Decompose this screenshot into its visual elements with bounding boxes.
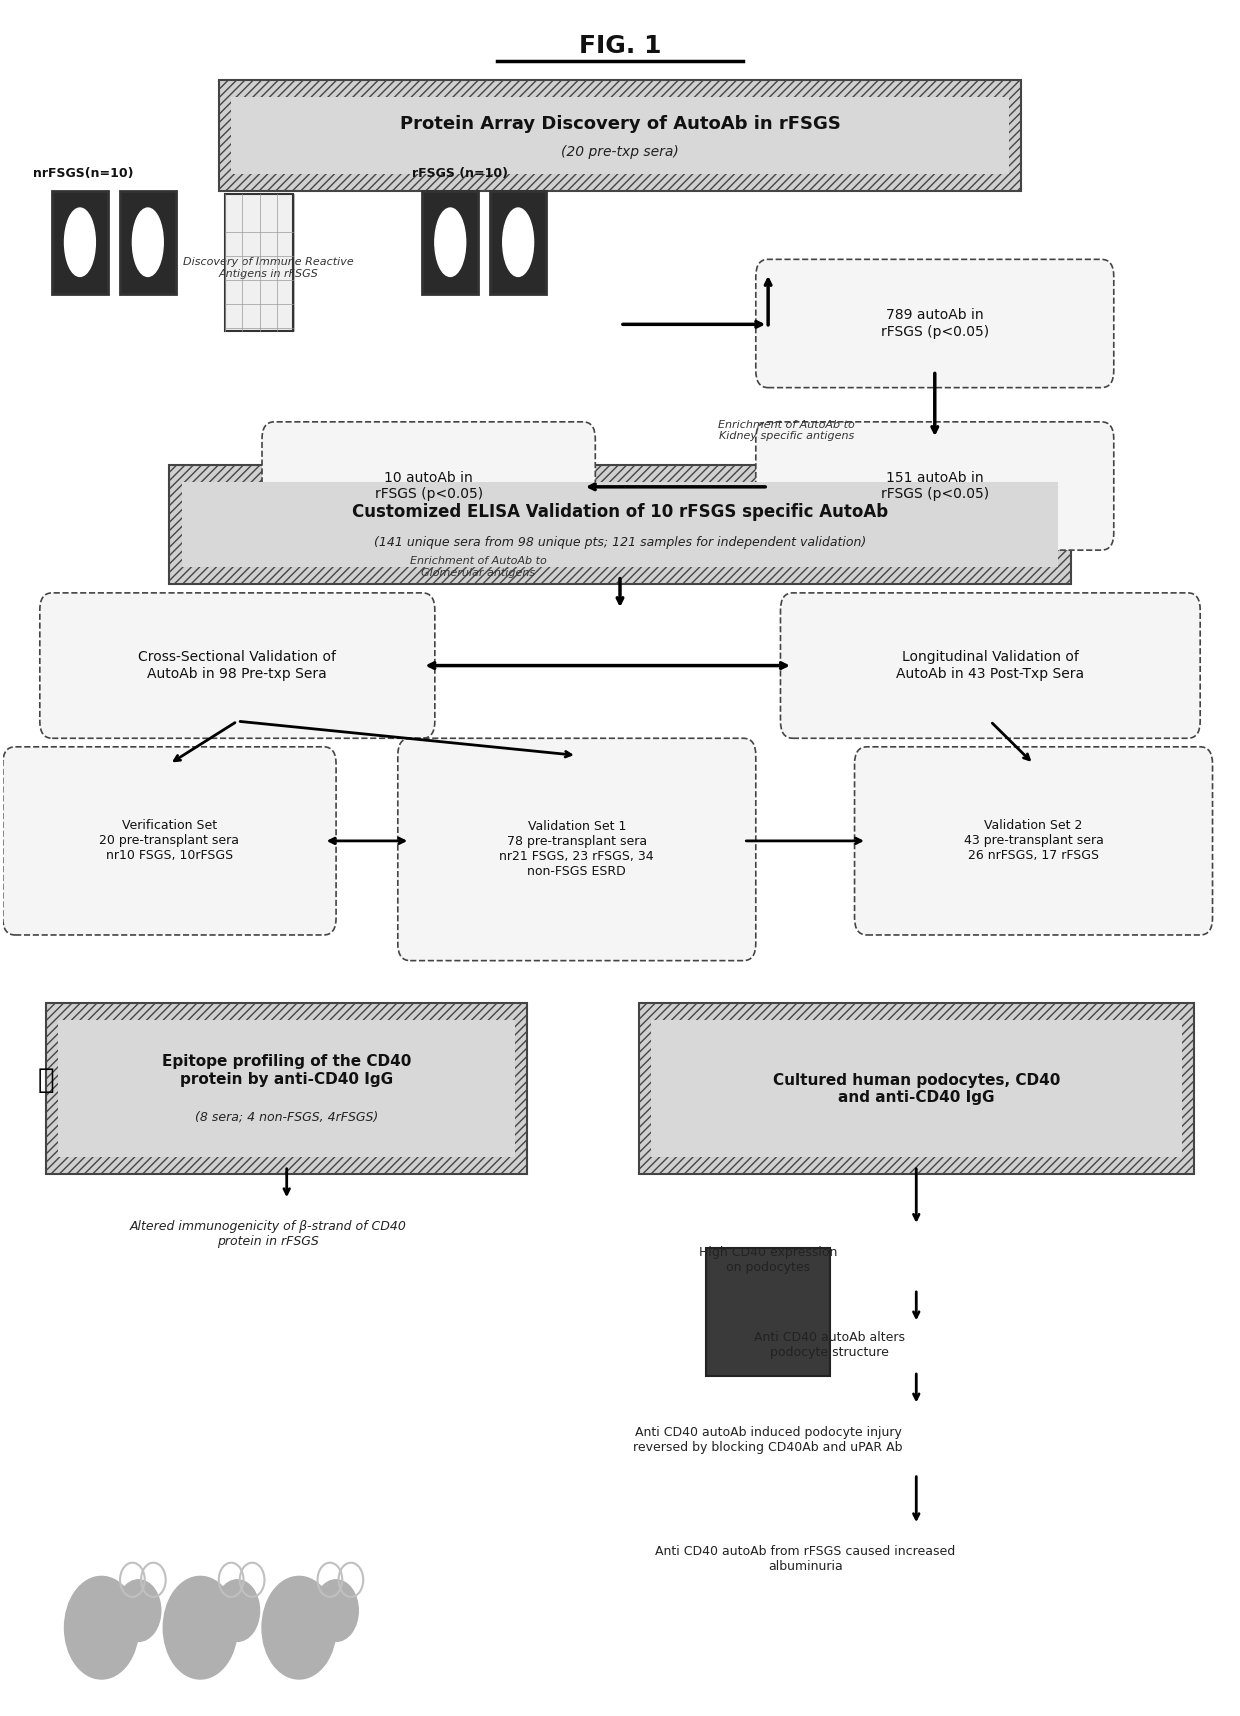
Circle shape [64, 1577, 139, 1678]
Text: nrFSGS(n=10): nrFSGS(n=10) [32, 168, 133, 180]
Text: Altered immunogenicity of β-strand of CD40
protein in rFSGS: Altered immunogenicity of β-strand of CD… [130, 1220, 407, 1248]
FancyBboxPatch shape [262, 422, 595, 551]
FancyBboxPatch shape [756, 259, 1114, 388]
FancyBboxPatch shape [218, 79, 1022, 190]
FancyBboxPatch shape [780, 594, 1200, 738]
FancyBboxPatch shape [231, 96, 1009, 173]
FancyBboxPatch shape [398, 738, 756, 961]
Ellipse shape [64, 208, 95, 276]
Circle shape [215, 1580, 259, 1642]
Ellipse shape [133, 208, 164, 276]
Text: 789 autoAb in
rFSGS (p<0.05): 789 autoAb in rFSGS (p<0.05) [880, 309, 988, 338]
Text: Customized ELISA Validation of 10 rFSGS specific AutoAb: Customized ELISA Validation of 10 rFSGS … [352, 503, 888, 522]
Circle shape [164, 1577, 237, 1678]
FancyBboxPatch shape [182, 482, 1058, 568]
FancyBboxPatch shape [756, 422, 1114, 551]
Text: Verification Set
20 pre-transplant sera
nr10 FSGS, 10rFSGS: Verification Set 20 pre-transplant sera … [99, 820, 239, 863]
Text: Validation Set 1
78 pre-transplant sera
nr21 FSGS, 23 rFSGS, 34
non-FSGS ESRD: Validation Set 1 78 pre-transplant sera … [500, 820, 655, 879]
FancyBboxPatch shape [58, 1021, 515, 1157]
Text: (8 sera; 4 non-FSGS, 4rFSGS): (8 sera; 4 non-FSGS, 4rFSGS) [195, 1110, 378, 1122]
FancyBboxPatch shape [120, 190, 176, 293]
Text: Longitudinal Validation of
AutoAb in 43 Post-Txp Sera: Longitudinal Validation of AutoAb in 43 … [897, 650, 1085, 681]
FancyBboxPatch shape [52, 190, 108, 293]
Text: 10 autoAb in
rFSGS (p<0.05): 10 autoAb in rFSGS (p<0.05) [374, 470, 482, 501]
Text: Protein Array Discovery of AutoAb in rFSGS: Protein Array Discovery of AutoAb in rFS… [399, 115, 841, 134]
Text: Cultured human podocytes, CD40
and anti-CD40 IgG: Cultured human podocytes, CD40 and anti-… [773, 1072, 1060, 1105]
FancyBboxPatch shape [2, 746, 336, 935]
Circle shape [117, 1580, 161, 1642]
FancyBboxPatch shape [639, 1004, 1194, 1174]
FancyBboxPatch shape [224, 194, 293, 331]
Text: 🐦: 🐦 [37, 1066, 55, 1095]
FancyBboxPatch shape [40, 594, 435, 738]
Text: Anti CD40 autoAb from rFSGS caused increased
albuminuria: Anti CD40 autoAb from rFSGS caused incre… [655, 1546, 955, 1574]
Text: Anti CD40 autoAb induced podocyte injury
reversed by blocking CD40Ab and uPAR Ab: Anti CD40 autoAb induced podocyte injury… [634, 1426, 903, 1453]
FancyBboxPatch shape [423, 190, 479, 293]
Text: Validation Set 2
43 pre-transplant sera
26 nrFSGS, 17 rFSGS: Validation Set 2 43 pre-transplant sera … [963, 820, 1104, 863]
Text: 151 autoAb in
rFSGS (p<0.05): 151 autoAb in rFSGS (p<0.05) [880, 470, 988, 501]
FancyBboxPatch shape [170, 465, 1070, 585]
FancyBboxPatch shape [46, 1004, 527, 1174]
Circle shape [262, 1577, 336, 1678]
FancyBboxPatch shape [490, 190, 546, 293]
FancyBboxPatch shape [854, 746, 1213, 935]
Text: rFSGS (n=10): rFSGS (n=10) [412, 168, 507, 180]
Text: Enrichment of AutoAb to
Glomerular antigens: Enrichment of AutoAb to Glomerular antig… [409, 556, 547, 578]
Circle shape [314, 1580, 358, 1642]
Text: Enrichment of AutoAb to
Kidney specific antigens: Enrichment of AutoAb to Kidney specific … [718, 420, 856, 441]
Text: High CD40 expression
on podocytes: High CD40 expression on podocytes [699, 1246, 837, 1273]
Text: (141 unique sera from 98 unique pts; 121 samples for independent validation): (141 unique sera from 98 unique pts; 121… [374, 537, 866, 549]
Text: Cross-Sectional Validation of
AutoAb in 98 Pre-txp Sera: Cross-Sectional Validation of AutoAb in … [139, 650, 336, 681]
Text: (20 pre-txp sera): (20 pre-txp sera) [562, 146, 678, 160]
FancyBboxPatch shape [651, 1021, 1182, 1157]
FancyBboxPatch shape [707, 1248, 830, 1376]
Text: Anti CD40 autoAb alters
podocyte structure: Anti CD40 autoAb alters podocyte structu… [754, 1332, 905, 1359]
Text: Epitope profiling of the CD40
protein by anti-CD40 IgG: Epitope profiling of the CD40 protein by… [162, 1054, 412, 1086]
Text: Discovery of Immune Reactive
Antigens in rFSGS: Discovery of Immune Reactive Antigens in… [182, 257, 353, 278]
Text: FIG. 1: FIG. 1 [579, 34, 661, 58]
Ellipse shape [502, 208, 533, 276]
Ellipse shape [435, 208, 466, 276]
